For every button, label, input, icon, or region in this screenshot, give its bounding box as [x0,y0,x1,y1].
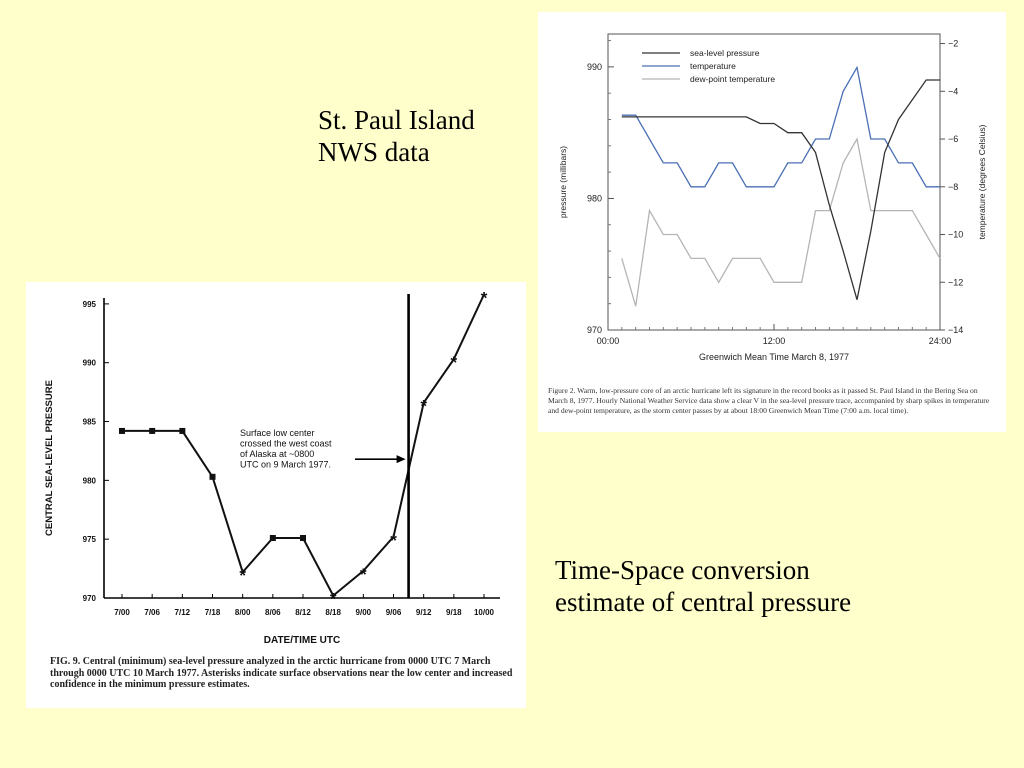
x-tick-label: 8/06 [265,608,281,617]
series-line-dew-point-temperature [621,137,941,307]
y-tick-label: 985 [83,418,97,427]
square-marker [149,427,156,434]
slide-title: St. Paul Island NWS data [318,104,475,168]
y2-tick-label: −14 [948,325,963,335]
y2-tick-label: −4 [948,86,958,96]
legend-label: temperature [690,61,736,71]
y-tick-label: 990 [587,62,602,72]
asterisk-marker: * [481,288,488,307]
y2-axis-label: temperature (degrees Celsius) [977,124,987,239]
slide-title-line2: NWS data [318,137,430,167]
x-tick-label: 10/00 [474,608,495,617]
central-pressure-figure: 970 975 980 985 990 995 7/00 7/06 7/12 7/18 8/00 8/… [26,282,526,708]
y-tick-label: 975 [83,535,97,544]
series-line-sea-level-pressure [621,79,940,300]
central-pressure-chart: 970 975 980 985 990 995 7/00 7/06 7/12 7/18 8/00 8/… [44,288,500,646]
annotation-arrowhead [396,455,406,464]
y-tick-label: 995 [83,300,97,309]
x-axis-label: DATE/TIME UTC [264,635,340,646]
y2-tick-label: −6 [948,134,958,144]
y-axis-label: CENTRAL SEA-LEVEL PRESSURE [44,380,55,536]
x-tick-label: 00:00 [597,336,620,346]
square-marker [269,535,276,541]
y-tick-label: 970 [587,325,602,335]
annotation-text-line: UTC on 9 March 1977. [240,460,331,470]
slide-caption-line2: estimate of central pressure [555,587,852,617]
x-tick-label: 9/00 [356,608,372,617]
y2-tick-label: −8 [948,182,958,192]
nws-data-chart: 970 980 990 −14 −12 −10 −8 −6 −4 −2 00:00 12:00 24:0… [558,33,987,362]
nws-figure-caption: Figure 2. Warm, low-pressure core of an … [548,386,990,415]
x-tick-label: 7/12 [175,608,191,617]
square-marker [300,535,306,541]
x-tick-label: 7/00 [114,608,130,617]
y2-tick-label: −2 [948,39,958,49]
slide-caption-line1: Time-Space conversion [555,555,810,585]
y-tick-label: 980 [83,476,97,485]
annotation-text-line: Surface low center [240,428,315,438]
asterisk-marker: * [239,566,246,585]
asterisk-marker: * [360,565,367,584]
x-tick-label: 7/18 [205,608,221,617]
x-tick-label: 9/18 [446,608,462,617]
slide-title-line1: St. Paul Island [318,105,475,135]
y-tick-label: 990 [83,359,97,368]
asterisk-marker: * [390,531,397,550]
x-tick-label: 24:00 [929,336,952,346]
x-tick-label: 7/06 [144,608,160,617]
x-tick-label: 9/06 [386,608,402,617]
y-tick-label: 980 [587,193,602,203]
asterisk-marker: * [330,590,337,609]
nws-data-figure: 970 980 990 −14 −12 −10 −8 −6 −4 −2 00:00 12:00 24:0… [538,12,1006,432]
y2-tick-label: −10 [948,230,963,240]
square-marker [179,427,186,434]
y2-tick-label: −12 [948,277,963,287]
annotation-text-line: of Alaska at ~0800 [240,449,314,459]
series-line-temperature [621,65,940,188]
legend-label: dew-point temperature [690,74,775,84]
slide-caption: Time-Space conversion estimate of centra… [555,554,851,618]
annotation-text-line: crossed the west coast [240,439,332,449]
y-tick-label: 970 [83,594,97,603]
x-tick-label: 8/12 [295,608,311,617]
asterisk-marker: * [451,353,458,372]
x-tick-label: 12:00 [763,336,786,346]
x-tick-label: 8/00 [235,608,251,617]
x-axis-label: Greenwich Mean Time March 8, 1977 [699,352,849,362]
square-marker [209,473,216,480]
x-tick-label: 9/12 [416,608,432,617]
legend-label: sea-level pressure [690,48,760,58]
square-marker [119,427,125,434]
y-axis-label: pressure (millibars) [558,146,568,218]
asterisk-marker: * [420,397,427,416]
central-pressure-figure-caption: FIG. 9. Central (minimum) sea-level pres… [50,656,513,690]
x-tick-label: 8/18 [325,608,341,617]
